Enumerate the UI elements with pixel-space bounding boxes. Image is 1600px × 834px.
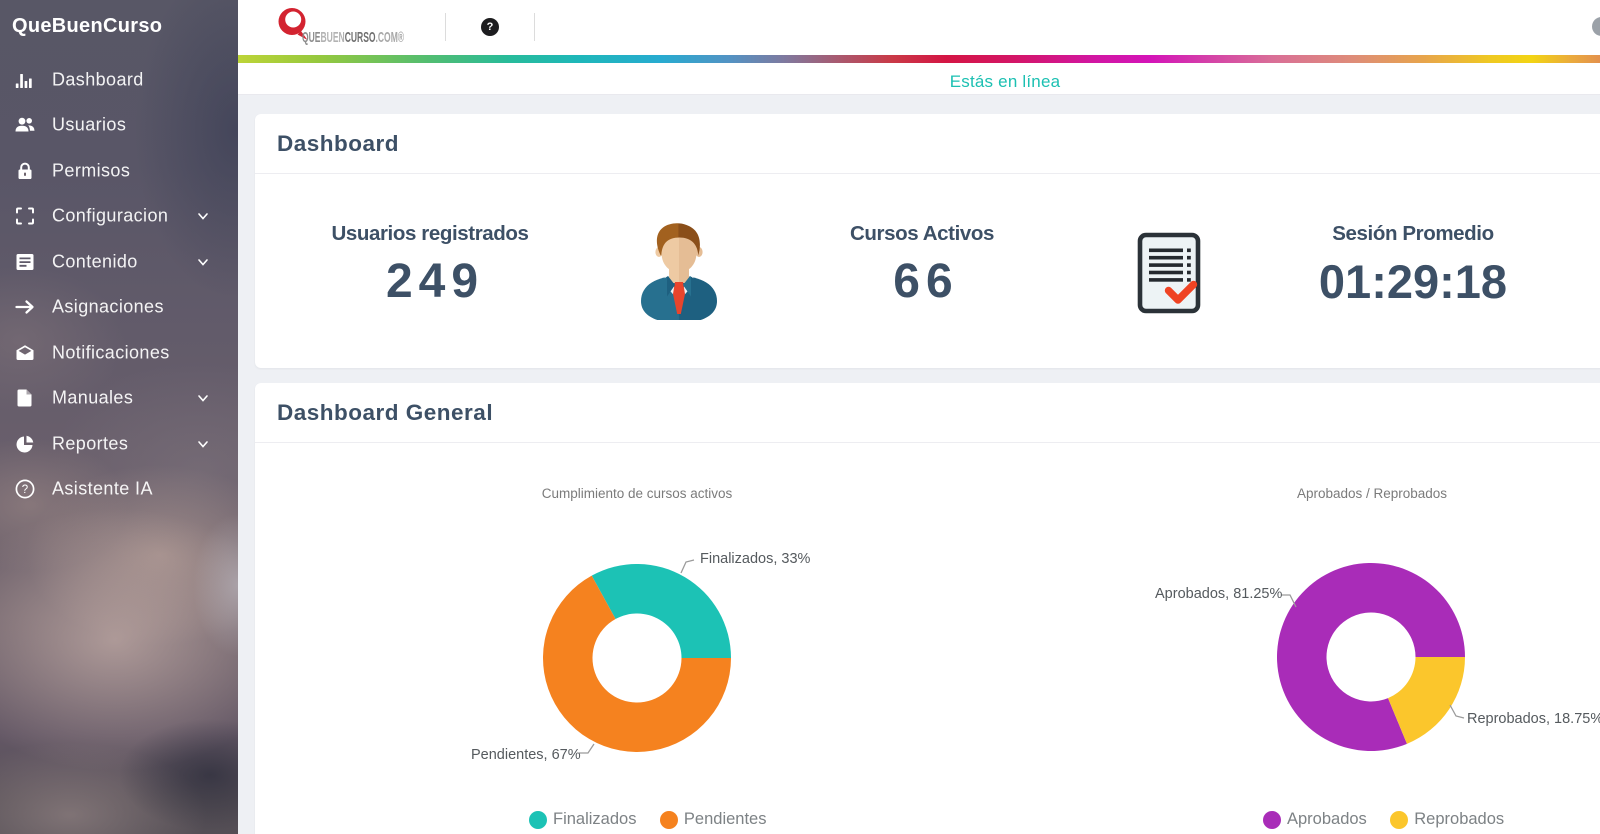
svg-text:QUEBUENCURSO.COM®: QUEBUENCURSO.COM® — [302, 28, 404, 45]
svg-text:?: ? — [22, 484, 28, 496]
